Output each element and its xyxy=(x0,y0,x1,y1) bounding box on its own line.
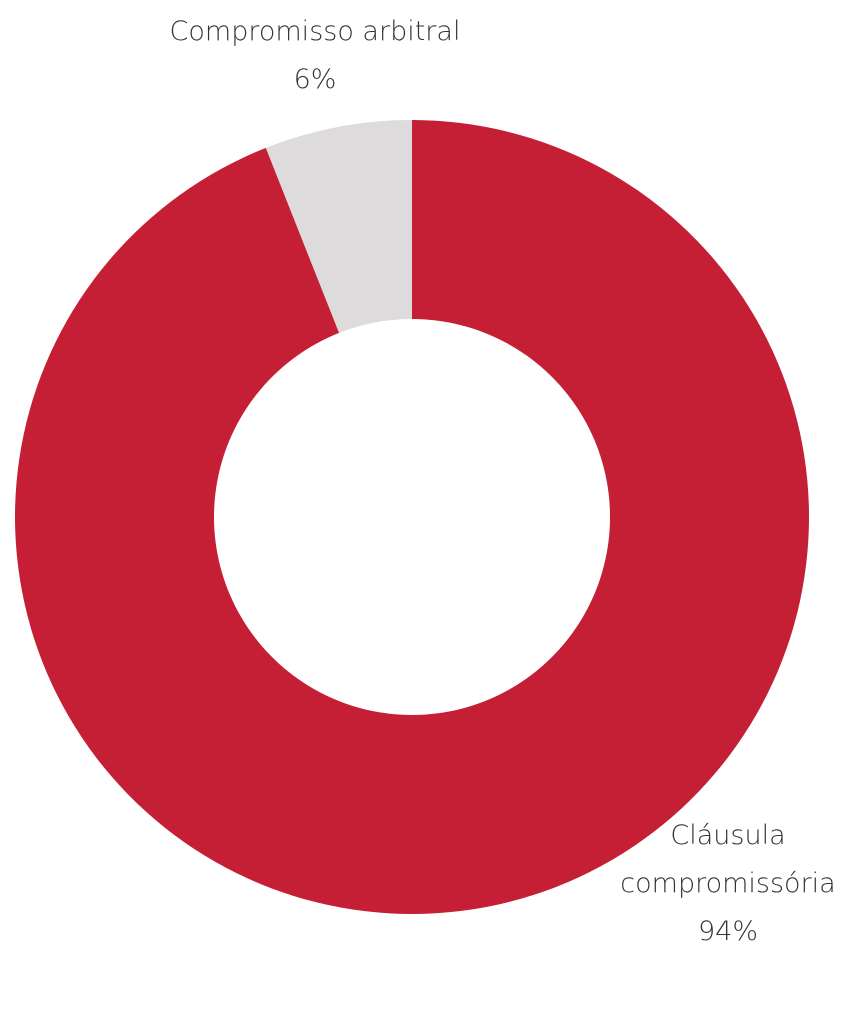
donut-slice xyxy=(14,120,809,914)
category-label: Cláusula compromissória xyxy=(620,820,836,899)
value-label: 94% xyxy=(697,916,758,947)
value-label: 6% xyxy=(293,64,337,95)
category-label: Compromisso arbitral xyxy=(169,16,461,47)
slice-label: Cláusula compromissória 94% xyxy=(598,812,848,956)
donut-slice xyxy=(265,120,412,333)
slice-label: Compromisso arbitral 6% xyxy=(115,8,515,104)
